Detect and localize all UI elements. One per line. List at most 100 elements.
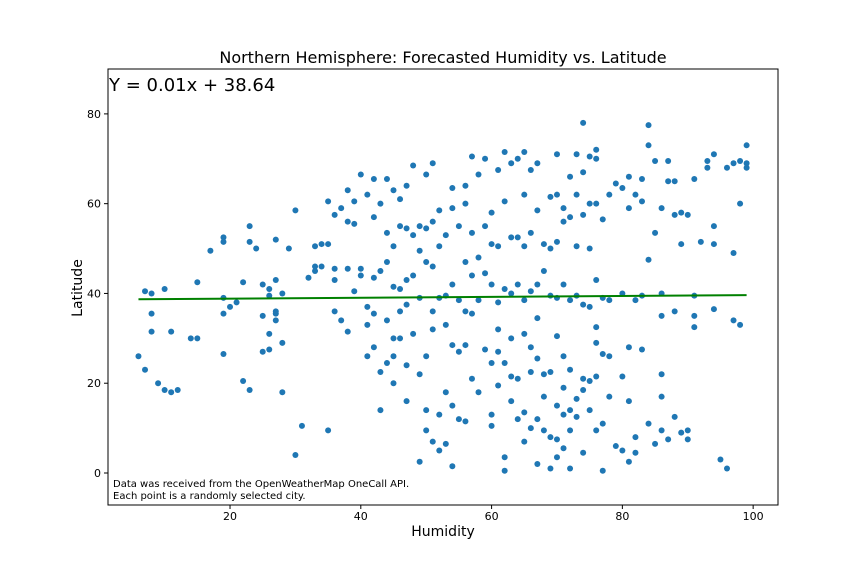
point <box>710 223 717 230</box>
point <box>501 198 508 205</box>
point <box>704 158 711 165</box>
point <box>455 416 462 423</box>
point <box>521 330 528 337</box>
point <box>429 326 436 333</box>
point <box>671 178 678 185</box>
point <box>475 171 482 178</box>
point <box>272 276 279 283</box>
point <box>534 461 541 468</box>
point <box>240 279 247 286</box>
point <box>567 173 574 180</box>
point <box>364 191 371 198</box>
point <box>652 229 659 236</box>
point <box>390 335 397 342</box>
point <box>148 290 155 297</box>
point <box>540 427 547 434</box>
point <box>272 310 279 317</box>
point <box>331 211 338 218</box>
note-line: Each point is a randomly selected city. <box>113 491 306 502</box>
point <box>207 247 214 254</box>
point <box>508 373 515 380</box>
point <box>259 348 266 355</box>
point <box>730 160 737 167</box>
point <box>560 353 567 360</box>
point <box>501 285 508 292</box>
point <box>697 238 704 245</box>
point <box>534 315 541 322</box>
point <box>383 259 390 266</box>
point <box>187 335 194 342</box>
point <box>468 153 475 160</box>
point <box>658 312 665 319</box>
point <box>403 362 410 369</box>
point <box>266 292 273 299</box>
point <box>377 368 384 375</box>
point <box>632 297 639 304</box>
y-tick-label: 40 <box>87 287 101 300</box>
point <box>567 407 574 414</box>
point <box>495 326 502 333</box>
point <box>416 223 423 230</box>
point <box>625 173 632 180</box>
point <box>553 191 560 198</box>
point <box>442 440 449 447</box>
point <box>658 371 665 378</box>
point <box>423 407 430 414</box>
point <box>292 452 299 459</box>
point <box>455 223 462 230</box>
point <box>645 142 652 149</box>
point <box>710 151 717 158</box>
point <box>606 353 613 360</box>
point <box>423 353 430 360</box>
point <box>586 407 593 414</box>
point <box>737 200 744 207</box>
point <box>442 232 449 239</box>
point <box>560 205 567 212</box>
point <box>416 458 423 465</box>
point <box>521 297 528 304</box>
point <box>586 245 593 252</box>
point <box>527 166 534 173</box>
point <box>475 297 482 304</box>
point <box>632 191 639 198</box>
point <box>253 245 260 252</box>
point <box>148 328 155 335</box>
point <box>593 339 600 346</box>
point <box>174 386 181 393</box>
point <box>547 434 554 441</box>
point <box>547 193 554 200</box>
point <box>723 465 730 472</box>
point <box>194 335 201 342</box>
point <box>325 241 332 248</box>
point <box>142 366 149 373</box>
point <box>619 184 626 191</box>
point <box>338 205 345 212</box>
point <box>462 342 469 349</box>
point <box>220 234 227 241</box>
point <box>625 458 632 465</box>
point <box>377 267 384 274</box>
point <box>475 389 482 396</box>
point <box>436 207 443 214</box>
point <box>606 297 613 304</box>
point <box>612 180 619 187</box>
point <box>403 398 410 405</box>
point <box>593 427 600 434</box>
point <box>442 389 449 396</box>
point <box>743 160 750 167</box>
point <box>468 310 475 317</box>
point <box>488 360 495 367</box>
point <box>403 225 410 232</box>
point <box>161 386 168 393</box>
point <box>495 299 502 306</box>
point <box>737 321 744 328</box>
point <box>383 175 390 182</box>
point <box>593 155 600 162</box>
point <box>527 368 534 375</box>
point <box>521 438 528 445</box>
point <box>482 223 489 230</box>
point <box>560 281 567 288</box>
point <box>593 324 600 331</box>
point <box>710 306 717 313</box>
point <box>429 308 436 315</box>
